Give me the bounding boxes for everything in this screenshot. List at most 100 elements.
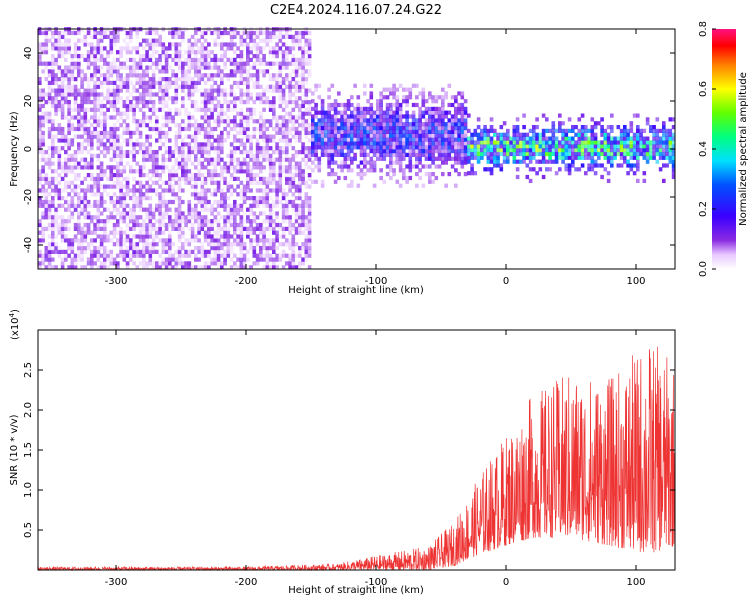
spectrogram-cell (197, 157, 201, 162)
spectrogram-cell (343, 114, 348, 119)
spectrogram-cell (421, 133, 426, 138)
spectrogram-cell (60, 100, 65, 105)
spectrogram-cell (353, 106, 357, 111)
spectrogram-cell (268, 265, 273, 270)
spectrogram-cell (288, 157, 292, 162)
spectrogram-cell (645, 151, 650, 157)
spectrogram-cell (158, 84, 162, 89)
spectrogram-cell (207, 65, 211, 70)
spectrogram-cell (190, 173, 195, 178)
spectrogram-cell (96, 50, 101, 55)
spectrogram-cell (285, 134, 289, 139)
spectrogram-cell (155, 123, 159, 128)
spectrogram-cell (564, 136, 569, 141)
spectrogram-cell (103, 123, 107, 128)
spectrogram-cell (272, 226, 276, 231)
spectrogram-cell (431, 118, 435, 123)
spectrogram-cell (382, 118, 387, 123)
spectrogram-cell (252, 211, 257, 216)
spectrogram-cell (301, 207, 305, 212)
x-tick-label: 100 (626, 577, 645, 588)
spectrogram-cell (177, 230, 182, 235)
spectrogram-cell (164, 103, 169, 109)
spectrogram-cell (587, 163, 591, 168)
spectrogram-cell (125, 73, 130, 78)
spectrogram-cell (307, 215, 312, 220)
spectrogram-cell (506, 159, 510, 164)
spectrogram-cell (164, 211, 169, 216)
spectrogram-cell (129, 46, 133, 51)
spectrogram-cell (90, 192, 94, 197)
spectrogram-cell (486, 151, 491, 157)
spectrogram-cell (122, 80, 127, 85)
spectrogram-cell (197, 249, 201, 254)
spectrogram-cell (515, 128, 520, 133)
spectrogram-cell (96, 184, 101, 189)
spectrogram-cell (265, 146, 270, 151)
spectrogram-cell (291, 46, 296, 51)
spectrogram-cell (467, 159, 471, 164)
spectrogram-cell (541, 128, 546, 133)
spectrogram-cell (421, 95, 426, 100)
spectrogram-cell (190, 100, 195, 105)
spectrogram-cell (603, 140, 608, 145)
spectrogram-cell (272, 134, 276, 139)
spectrogram-cell (398, 160, 403, 165)
spectrogram-cell (116, 261, 120, 266)
spectrogram-cell (298, 207, 302, 212)
spectrogram-cell (447, 172, 452, 177)
spectrogram-cell (142, 88, 146, 93)
spectrogram-cell (200, 34, 205, 39)
spectrogram-cell (177, 261, 182, 266)
spectrogram-cell (496, 151, 500, 157)
spectrogram-cell (249, 188, 253, 193)
spectrogram-cell (47, 165, 52, 170)
spectrogram-cell (60, 69, 65, 74)
spectrogram-cell (236, 30, 240, 36)
spectrogram-cell (38, 253, 42, 258)
spectrogram-cell (294, 173, 299, 178)
spectrogram-cell (207, 88, 211, 93)
spectrogram-cell (184, 107, 188, 112)
spectrogram-cell (463, 106, 468, 111)
spectrogram-cell (116, 69, 120, 74)
spectrogram-cell (216, 219, 221, 224)
spectrogram-cell (132, 234, 136, 239)
spectrogram-cell (369, 133, 374, 138)
spectrogram-cell (220, 88, 224, 93)
spectrogram-cell (350, 110, 354, 115)
spectrogram-cell (190, 161, 195, 166)
spectrogram-cell (83, 238, 88, 243)
spectrogram-cell (210, 107, 214, 112)
spectrogram-cell (90, 257, 94, 262)
spectrogram-cell (161, 211, 166, 216)
spectrogram-cell (262, 157, 266, 162)
spectrogram-cell (272, 249, 276, 254)
spectrogram-cell (135, 88, 140, 93)
spectrogram-cell (135, 61, 140, 66)
spectrogram-cell (203, 199, 208, 205)
spectrogram-cell (99, 73, 104, 78)
spectrogram-cell (93, 261, 97, 266)
spectrogram-cell (519, 148, 523, 153)
spectrogram-cell (242, 61, 247, 66)
spectrogram-cell (272, 100, 276, 105)
spectrogram-cell (148, 96, 153, 101)
spectrogram-cell (112, 30, 117, 36)
spectrogram-cell (434, 114, 439, 119)
spectrogram-cell (584, 151, 588, 157)
spectrogram-cell (210, 192, 214, 197)
spectrogram-cell (142, 257, 146, 262)
spectrogram-cell (632, 136, 637, 141)
spectrogram-cell (99, 211, 104, 216)
spectrogram-cell (138, 180, 143, 185)
spectrogram-cell (424, 129, 429, 134)
spectrogram-cell (96, 42, 101, 47)
spectrogram-cell (142, 161, 146, 166)
spectrogram-cell (551, 148, 556, 153)
spectrogram-cell (535, 159, 539, 164)
spectrogram-cell (171, 153, 175, 158)
spectrogram-cell (142, 142, 146, 147)
spectrogram-cell (155, 65, 159, 70)
spectrogram-cell (288, 169, 292, 174)
